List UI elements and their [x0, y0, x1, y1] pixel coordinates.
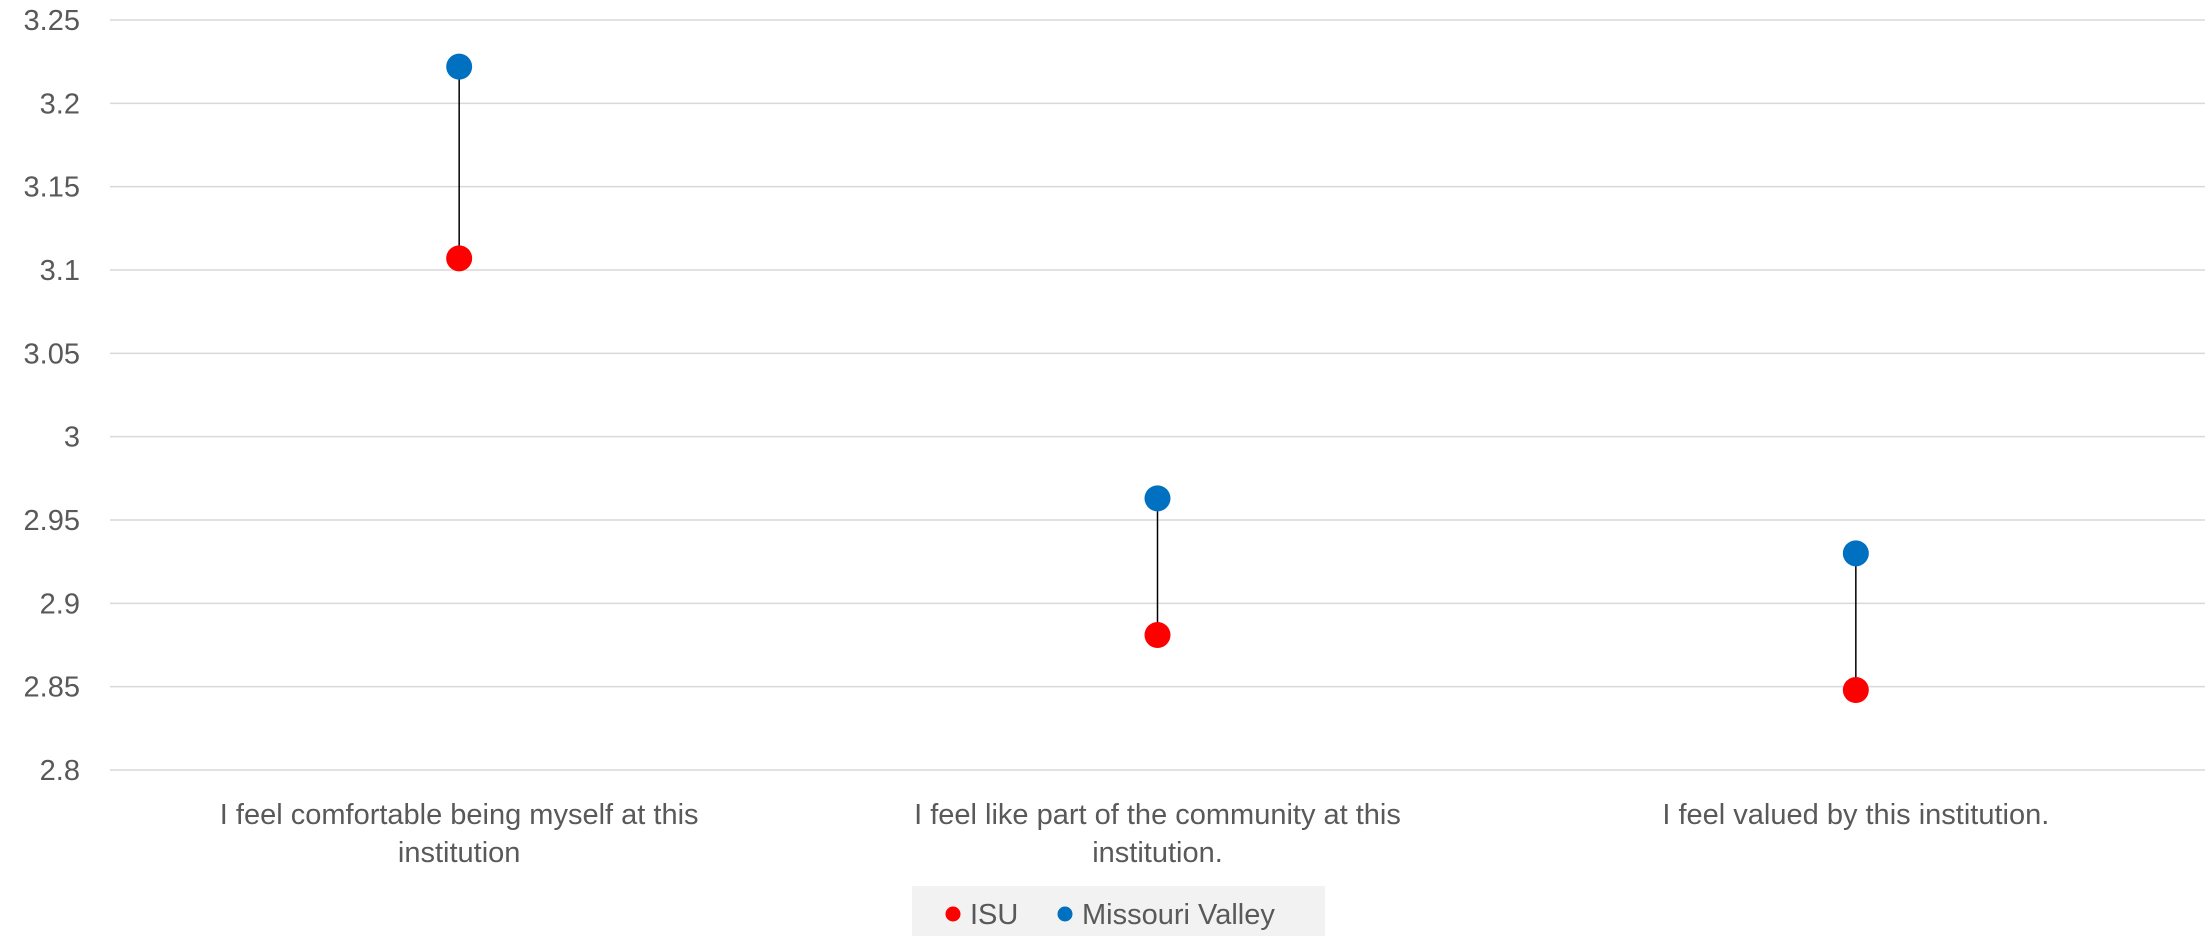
legend-label-isu: ISU [970, 899, 1018, 931]
x-category-label: I feel like part of the community at thi… [914, 799, 1401, 831]
legend-background [912, 886, 1325, 936]
y-tick-label: 3 [64, 422, 80, 454]
y-tick-label: 3.2 [40, 88, 80, 120]
x-category-label: institution. [1092, 837, 1223, 869]
point-missouri-valley [1144, 485, 1171, 512]
point-isu [1842, 677, 1869, 703]
gridlines [110, 19, 2205, 771]
point-missouri-valley [1842, 540, 1869, 567]
y-tick-label: 3.05 [24, 338, 80, 370]
connector-lines [458, 66, 1857, 690]
data-points [446, 53, 1869, 703]
x-category-label: institution [398, 837, 521, 869]
x-axis-category-labels: I feel comfortable being myself at this i… [220, 799, 2049, 869]
legend-marker-missouri-valley [1057, 906, 1073, 922]
y-tick-label: 3.25 [24, 5, 80, 37]
x-category-label: I feel comfortable being myself at this [220, 799, 699, 831]
legend-label-missouri-valley: Missouri Valley [1082, 899, 1275, 931]
x-category-label: I feel valued by this institution. [1662, 799, 2049, 831]
point-missouri-valley [446, 53, 473, 80]
point-isu [1144, 622, 1171, 648]
y-tick-label: 3.1 [40, 255, 80, 287]
y-tick-label: 2.8 [40, 755, 80, 787]
point-isu [446, 245, 473, 272]
legend: ISU Missouri Valley [912, 886, 1325, 936]
y-tick-label: 2.85 [24, 672, 80, 704]
y-tick-label: 3.15 [24, 172, 80, 204]
y-tick-label: 2.9 [40, 588, 80, 620]
y-axis-tick-labels: 3.25 3.2 3.15 3.1 3.05 3 2.95 2.9 2.85 2.8 [24, 5, 80, 787]
legend-marker-isu [945, 906, 961, 922]
y-tick-label: 2.95 [24, 505, 80, 537]
